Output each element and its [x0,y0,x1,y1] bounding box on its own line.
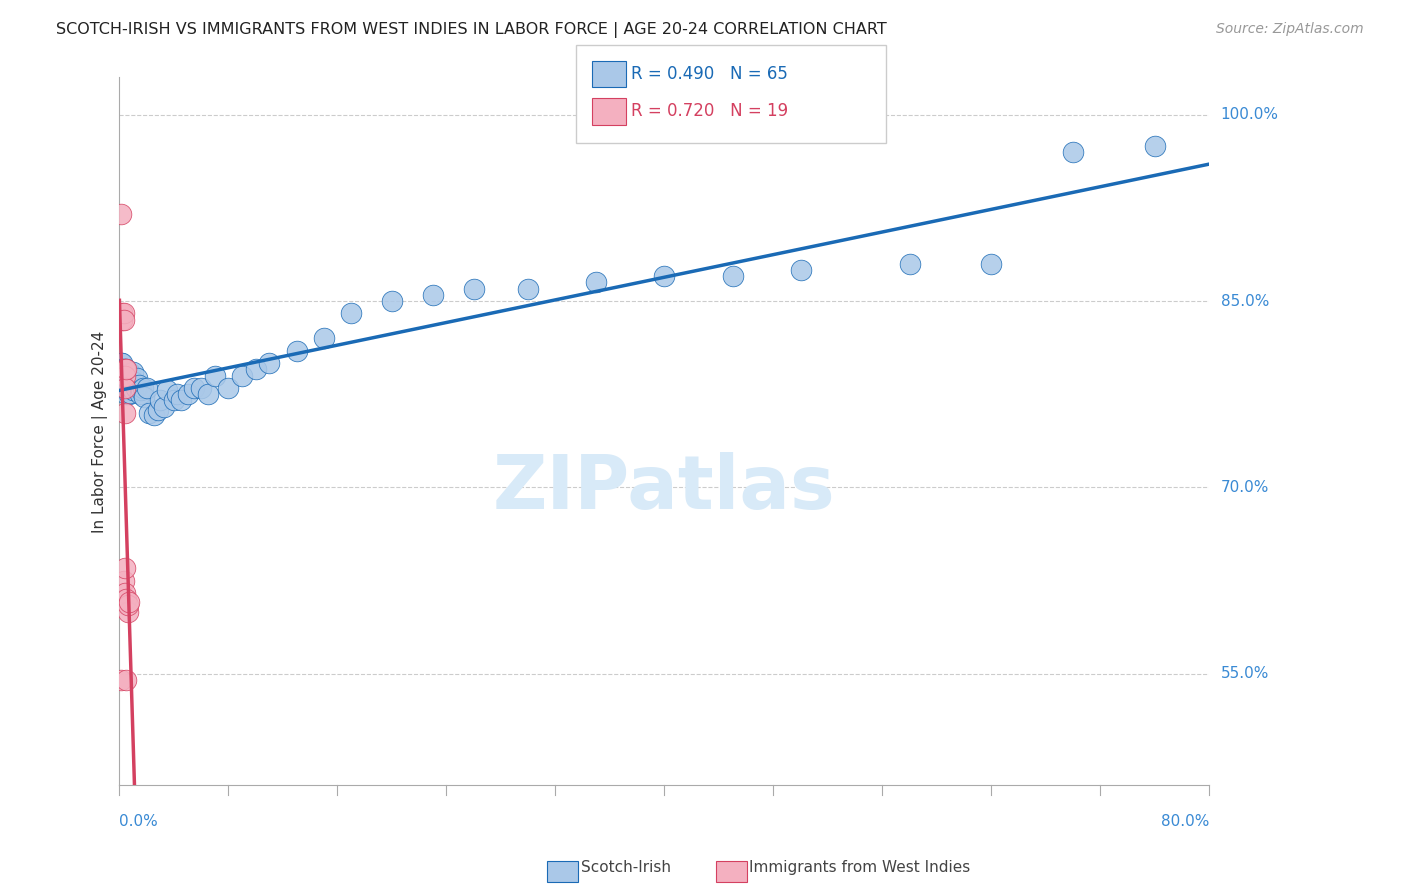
Point [122,365,145,379]
Point [112,368,135,383]
Point [115,387,138,401]
Point [112,312,135,326]
Text: R = 0.490   N = 65: R = 0.490 N = 65 [631,65,789,83]
Point [585,276,607,290]
Point [121,381,143,395]
Point [138,406,160,420]
Point [117,368,139,383]
Point [125,381,148,395]
Point [111,356,134,370]
Point [1143,138,1166,153]
Point [115,381,138,395]
Point [204,368,226,383]
Point [1062,145,1084,159]
Point [110,673,132,687]
Point [111,362,134,376]
Point [114,406,136,420]
Point [517,282,540,296]
Point [124,375,146,389]
Point [110,356,132,370]
Point [163,393,186,408]
Point [115,673,138,687]
Point [128,378,150,392]
Point [114,375,136,389]
Point [114,368,136,383]
Point [142,409,165,423]
Point [111,306,134,320]
Point [110,368,132,383]
Text: 85.0%: 85.0% [1220,293,1268,309]
Point [381,293,404,308]
Point [117,599,139,613]
Point [285,343,308,358]
Point [115,592,138,607]
Point [463,282,485,296]
Y-axis label: In Labor Force | Age 20-24: In Labor Force | Age 20-24 [93,330,108,533]
Point [117,605,139,619]
Point [112,362,135,376]
Point [118,594,141,608]
Point [129,384,152,398]
Text: R = 0.720   N = 19: R = 0.720 N = 19 [631,103,789,120]
Point [112,574,135,588]
Point [122,384,145,398]
Point [115,362,138,376]
Point [111,375,134,389]
Point [654,269,676,284]
Point [110,207,132,221]
Point [422,288,444,302]
Text: 100.0%: 100.0% [1220,107,1278,122]
Point [146,403,169,417]
Point [190,381,212,395]
Point [111,312,134,326]
Point [118,371,141,385]
Point [245,362,267,376]
Text: Source: ZipAtlas.com: Source: ZipAtlas.com [1216,22,1364,37]
Point [183,381,205,395]
Point [170,393,193,408]
Point [114,381,136,395]
Text: ZIPatlas: ZIPatlas [494,451,835,524]
Point [132,390,155,404]
Text: 80.0%: 80.0% [1161,814,1209,829]
Point [312,331,335,345]
Point [120,366,142,380]
Point [131,381,153,395]
Point [115,362,138,376]
Point [176,387,198,401]
Point [114,381,136,395]
Text: Immigrants from West Indies: Immigrants from West Indies [749,860,970,874]
Point [114,561,136,575]
Point [149,393,172,408]
Point [166,387,188,401]
Point [259,356,281,370]
Point [120,386,142,401]
Point [117,384,139,398]
Text: Scotch-Irish: Scotch-Irish [581,860,671,874]
Point [217,381,239,395]
Point [721,269,744,284]
Point [114,586,136,600]
Point [789,263,811,277]
Point [898,257,921,271]
Text: 0.0%: 0.0% [120,814,159,829]
Point [112,368,135,383]
Text: 55.0%: 55.0% [1220,666,1268,681]
Point [112,306,135,320]
Point [197,387,219,401]
Text: 70.0%: 70.0% [1220,480,1268,495]
Point [127,371,149,385]
Point [128,387,150,401]
Point [980,257,1002,271]
Point [110,362,132,376]
Point [114,362,136,376]
Point [340,306,363,320]
Point [231,368,253,383]
Point [135,381,157,395]
Point [118,387,141,401]
Point [153,400,176,414]
Text: SCOTCH-IRISH VS IMMIGRANTS FROM WEST INDIES IN LABOR FORCE | AGE 20-24 CORRELATI: SCOTCH-IRISH VS IMMIGRANTS FROM WEST IND… [56,22,887,38]
Point [156,384,179,398]
